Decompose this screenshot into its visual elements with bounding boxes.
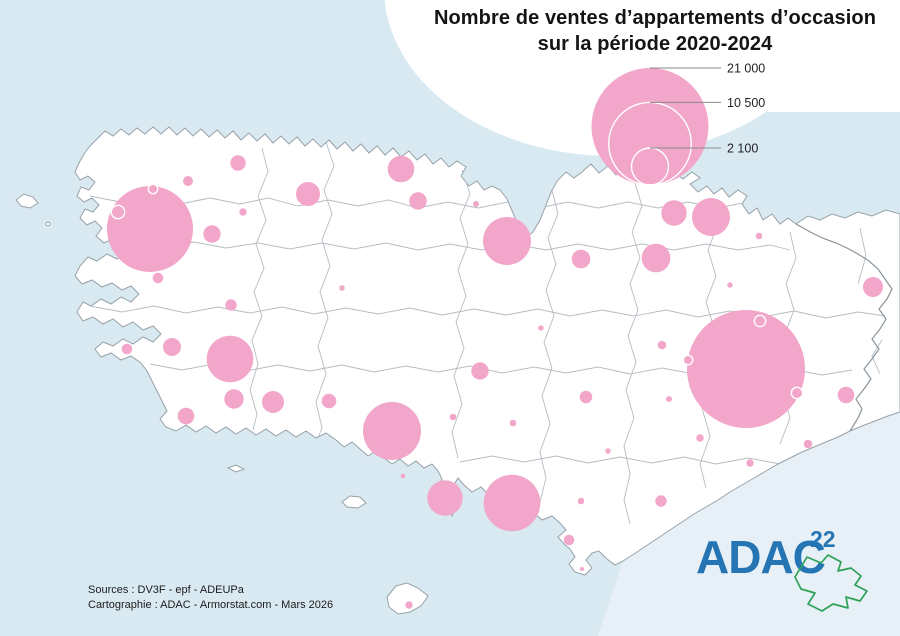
sales-bubble bbox=[473, 201, 479, 207]
sales-bubble bbox=[225, 299, 237, 311]
island-ouessant bbox=[15, 193, 39, 209]
sales-bubble bbox=[163, 338, 181, 356]
sales-bubble bbox=[483, 474, 541, 532]
sales-bubble bbox=[147, 183, 159, 195]
sales-bubble bbox=[577, 497, 585, 505]
sales-bubble bbox=[755, 232, 763, 240]
sales-bubble bbox=[387, 155, 415, 183]
sales-bubble bbox=[427, 480, 463, 516]
sales-bubble bbox=[579, 390, 593, 404]
cotes-darmor-outline-icon bbox=[794, 554, 868, 612]
sales-bubble bbox=[230, 155, 246, 171]
footer-credits: Sources : DV3F - epf - ADEUPa Cartograph… bbox=[88, 583, 333, 613]
sales-bubble bbox=[571, 249, 591, 269]
sales-bubble bbox=[471, 362, 489, 380]
sales-bubble bbox=[239, 208, 247, 216]
sales-bubble bbox=[183, 176, 193, 186]
map-title-line2: sur la période 2020-2024 bbox=[537, 33, 773, 55]
sales-bubble bbox=[509, 419, 517, 427]
sales-bubble bbox=[110, 204, 126, 220]
sales-bubble bbox=[224, 389, 244, 409]
sources-line: Sources : DV3F - epf - ADEUPa bbox=[88, 584, 244, 596]
legend-label: 10 500 bbox=[727, 96, 765, 110]
sales-bubble bbox=[692, 198, 730, 236]
sales-bubble bbox=[563, 534, 575, 546]
sales-bubble bbox=[400, 473, 406, 479]
sales-bubble bbox=[657, 340, 667, 350]
sales-bubble bbox=[121, 343, 133, 355]
legend-label: 21 000 bbox=[727, 62, 765, 76]
island-sein bbox=[226, 464, 246, 473]
sales-bubble bbox=[339, 285, 345, 291]
region-border bbox=[795, 223, 893, 432]
sales-bubble bbox=[262, 391, 284, 413]
sales-bubble bbox=[151, 271, 165, 285]
sales-bubble bbox=[687, 310, 805, 428]
sales-bubble bbox=[641, 243, 671, 273]
bubbles-layer bbox=[107, 155, 883, 609]
legend: 21 000 10 500 2 100 bbox=[591, 62, 765, 186]
sales-bubble bbox=[206, 335, 254, 383]
islands bbox=[15, 193, 429, 615]
sales-bubble bbox=[661, 200, 687, 226]
sales-bubble bbox=[863, 277, 883, 297]
legend-circle bbox=[591, 68, 709, 185]
island-belle-ile bbox=[386, 582, 429, 615]
sales-bubble bbox=[580, 567, 584, 571]
island-groix bbox=[341, 495, 367, 509]
sales-bubble bbox=[682, 354, 694, 366]
legend-label: 2 100 bbox=[727, 142, 758, 156]
sales-bubble bbox=[655, 495, 667, 507]
adac-logo-department-number: 22 bbox=[810, 526, 836, 552]
sales-bubble bbox=[203, 225, 221, 243]
sales-bubble bbox=[837, 386, 855, 404]
sales-bubble bbox=[409, 192, 427, 210]
map-title: Nombre de ventes d’appartements d’occasi… bbox=[420, 5, 890, 57]
sales-bubble bbox=[321, 393, 337, 409]
sales-bubble bbox=[405, 601, 413, 609]
cartography-line: Cartographie : ADAC - Armorstat.com - Ma… bbox=[88, 599, 334, 611]
sales-bubble bbox=[666, 396, 672, 402]
map-title-line1: Nombre de ventes d’appartements d’occasi… bbox=[433, 7, 877, 29]
title-background-blob bbox=[384, 0, 900, 156]
sales-bubble bbox=[753, 314, 767, 328]
neighbor-region-loire-atlantique bbox=[598, 412, 900, 636]
sales-bubble bbox=[790, 386, 804, 400]
sales-bubble bbox=[803, 439, 813, 449]
sales-bubble bbox=[696, 434, 704, 442]
sales-bubble bbox=[605, 448, 611, 454]
sales-bubble bbox=[727, 282, 733, 288]
sales-bubble bbox=[363, 402, 421, 460]
island-molene bbox=[45, 221, 51, 227]
sales-bubble bbox=[483, 217, 531, 265]
sales-bubble bbox=[107, 186, 193, 272]
sales-bubble bbox=[538, 325, 544, 331]
sales-bubble bbox=[449, 413, 457, 421]
adac-logo: ADAC 22 bbox=[688, 520, 900, 620]
adac-logo-text: ADAC bbox=[696, 531, 826, 583]
sales-bubble bbox=[177, 407, 195, 425]
sales-bubble bbox=[296, 182, 320, 206]
sales-bubble bbox=[746, 459, 754, 467]
